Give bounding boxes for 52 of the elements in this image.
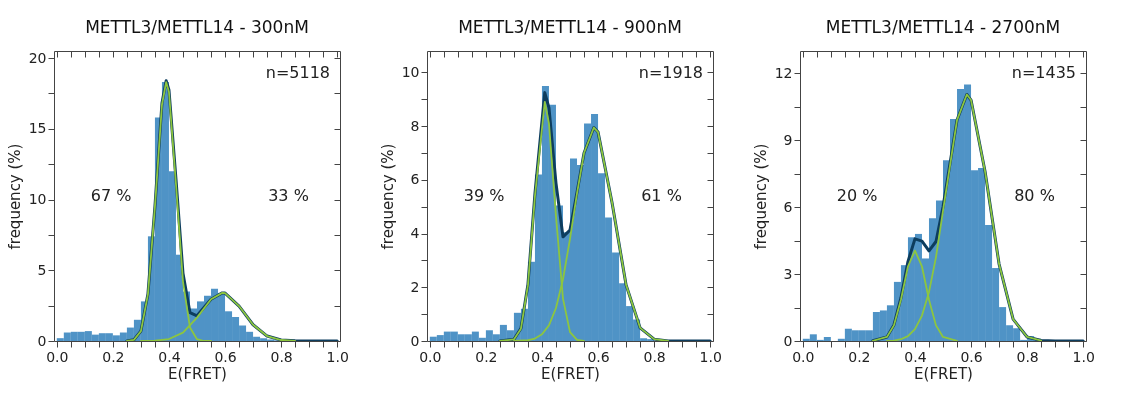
chart-title: METTL3/METTL14 - 300nM <box>85 16 309 37</box>
x-tick-label: 0.2 <box>848 348 871 365</box>
x-tick-label: 0.2 <box>475 348 498 365</box>
y-axis-title: frequency (%) <box>378 143 397 250</box>
x-tick-label: 0.4 <box>904 348 927 365</box>
annotation: 61 % <box>641 186 682 205</box>
y-tick-label: 6 <box>783 198 793 215</box>
x-tick-label: 1.0 <box>1072 348 1095 365</box>
annotation: 33 % <box>268 186 309 205</box>
chart-title: METTL3/METTL14 - 2700nM <box>825 16 1061 37</box>
x-tick-label: 0.4 <box>158 348 181 365</box>
y-tick-label: 2 <box>410 278 420 295</box>
y-tick-label: 8 <box>410 117 420 134</box>
y-tick-label: 5 <box>37 261 47 278</box>
x-tick-label: 0.6 <box>960 348 983 365</box>
annotation: 67 % <box>90 186 132 205</box>
annotation: n=1435 <box>1011 63 1076 82</box>
x-tick-label: 0.0 <box>46 348 69 365</box>
y-tick-label: 20 <box>28 49 47 66</box>
y-axis-title: frequency (%) <box>5 143 24 250</box>
y-tick-label: 0 <box>37 332 47 349</box>
x-axis-title: E(FRET) <box>541 364 600 383</box>
x-tick-label: 1.0 <box>699 348 722 365</box>
x-tick-label: 1.0 <box>326 348 349 365</box>
y-tick-label: 0 <box>410 332 420 349</box>
annotation: 80 % <box>1014 186 1055 205</box>
y-tick-label: 10 <box>28 191 47 208</box>
x-tick-label: 0.6 <box>587 348 610 365</box>
y-tick-label: 6 <box>410 171 420 188</box>
x-tick-label: 0.6 <box>214 348 237 365</box>
y-axis-title: frequency (%) <box>751 143 770 250</box>
y-tick-label: 4 <box>410 225 420 242</box>
x-axis-title: E(FRET) <box>168 364 227 383</box>
chart-title: METTL3/METTL14 - 900nM <box>458 16 682 37</box>
x-tick-label: 0.0 <box>419 348 442 365</box>
x-axis-title: E(FRET) <box>914 364 973 383</box>
x-tick-label: 0.2 <box>102 348 125 365</box>
annotation: 39 % <box>463 186 505 205</box>
y-tick-label: 12 <box>774 64 793 81</box>
y-tick-label: 3 <box>783 265 793 282</box>
annotation: n=1918 <box>638 63 703 82</box>
x-tick-label: 0.8 <box>643 348 666 365</box>
annotation: 20 % <box>836 186 878 205</box>
x-tick-label: 0.8 <box>1016 348 1039 365</box>
y-tick-label: 0 <box>783 332 793 349</box>
y-tick-label: 10 <box>401 63 420 80</box>
annotation: n=5118 <box>265 63 330 82</box>
x-tick-label: 0.8 <box>270 348 293 365</box>
y-tick-label: 15 <box>28 120 47 137</box>
x-tick-label: 0.4 <box>531 348 554 365</box>
x-tick-label: 0.0 <box>792 348 815 365</box>
y-tick-label: 9 <box>783 131 793 148</box>
